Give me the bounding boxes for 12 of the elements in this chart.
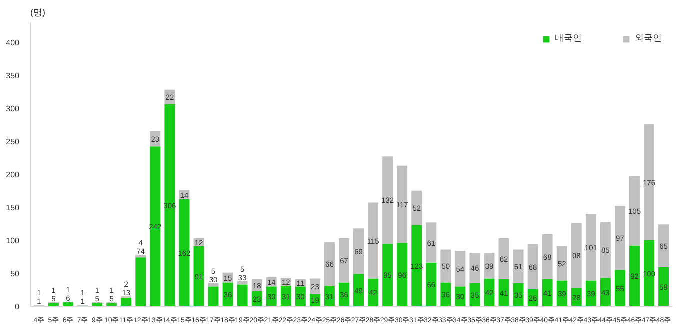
y-tick-label: 400 <box>6 38 20 48</box>
y-tick-label: 350 <box>6 71 20 80</box>
legend-label: 내국인 <box>555 32 582 45</box>
y-tick-label: 300 <box>6 104 20 114</box>
y-tick-label: 0 <box>15 302 20 312</box>
y-tick-label: 200 <box>6 170 20 180</box>
y-tick-label: 50 <box>10 269 20 278</box>
y-tick-label: 150 <box>6 203 20 212</box>
y-tick-label: 250 <box>6 137 20 146</box>
y-axis-title: (명) <box>30 8 46 18</box>
y-tick-label: 100 <box>6 236 20 246</box>
legend-label: 외국인 <box>635 32 662 45</box>
